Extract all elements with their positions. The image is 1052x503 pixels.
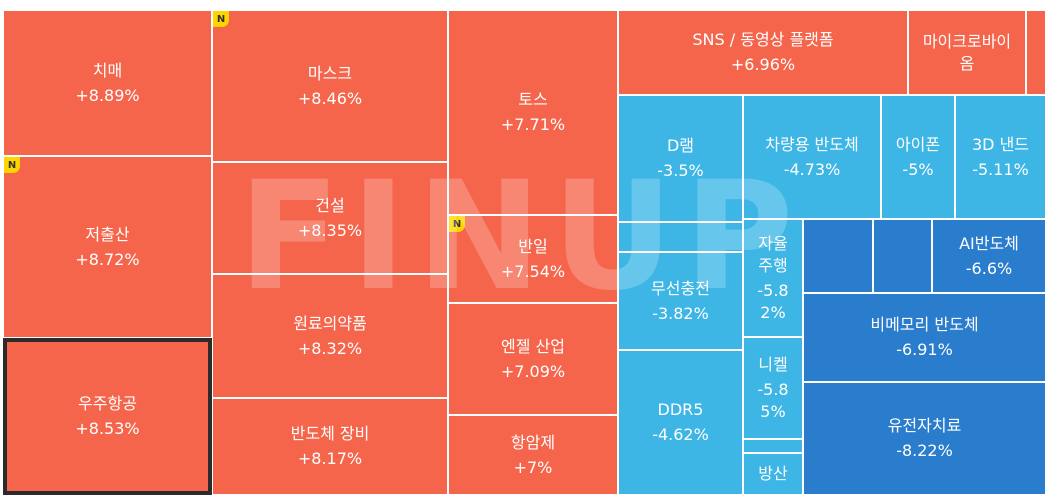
treemap-cell[interactable] [743, 439, 803, 453]
treemap-cell[interactable]: 차량용 반도체 -4.73% [743, 95, 881, 219]
cell-label: 자율 주행 [758, 233, 788, 275]
cell-change-value: +8.89% [75, 85, 140, 105]
treemap-cell[interactable]: N 반일 +7.54% [448, 215, 618, 303]
treemap-cell[interactable]: 니켈 -5.8 5% [743, 337, 803, 439]
cell-change-value: -3.5% [657, 161, 704, 180]
treemap-cell[interactable]: 비메모리 반도체 -6.91% [803, 293, 1046, 382]
cell-change-value: +6.96% [730, 55, 796, 74]
cell-change-value: +7.71% [500, 115, 566, 134]
treemap-cell[interactable] [1026, 10, 1046, 95]
cell-change-value: +7% [513, 457, 553, 477]
treemap-cell[interactable]: 자율 주행 -5.8 2% [743, 219, 803, 337]
cell-label: 우주항공 [78, 394, 137, 413]
cell-change-value: -5.8 2% [757, 280, 789, 322]
treemap-cell[interactable]: 아이폰 -5% [881, 95, 955, 219]
cell-label: 유전자치료 [887, 416, 962, 435]
cell-label: 무선충전 [651, 278, 710, 298]
cell-change-value: -6.6% [965, 258, 1013, 278]
cell-change-value: -8.22% [896, 441, 953, 460]
treemap-cell[interactable]: 건설 +8.35% [212, 162, 448, 274]
cell-change-value: -5% [902, 159, 934, 179]
cell-change-value: +8.17% [297, 449, 363, 468]
cell-label: D램 [666, 136, 695, 155]
cell-label: 치매 [92, 60, 123, 80]
cell-change-value: +8.35% [297, 220, 363, 240]
cell-change-value: -6.91% [896, 340, 953, 359]
treemap-cell[interactable]: 유전자치료 -8.22% [803, 382, 1046, 495]
cell-label: 건설 [315, 195, 345, 215]
treemap-cell[interactable]: N 저출산 +8.72% [3, 156, 212, 338]
new-badge-icon: N [449, 216, 465, 232]
treemap-cell[interactable]: 토스 +7.71% [448, 10, 618, 215]
cell-change-value: -5.11% [972, 159, 1029, 179]
new-badge-icon: N [4, 157, 20, 173]
cell-label: SNS / 동영상 플랫폼 [692, 30, 834, 49]
cell-label: 3D 낸드 [971, 134, 1030, 154]
treemap-cell[interactable] [618, 222, 743, 252]
cell-label: 방산 [758, 464, 788, 483]
treemap-cell[interactable]: 방산 [743, 453, 803, 495]
cell-label: 마스크 [307, 63, 353, 83]
new-badge-icon: N [213, 11, 229, 27]
cell-label: 비메모리 반도체 [870, 315, 979, 334]
cell-label: 엔젤 산업 [501, 336, 565, 356]
cell-label: 마이크로바이 옴 [922, 31, 1012, 73]
cell-label: 원료의약품 [293, 313, 367, 333]
treemap-cell[interactable]: D램 -3.5% [618, 95, 743, 222]
cell-change-value: +8.46% [297, 88, 363, 108]
treemap-cell[interactable]: 항암제 +7% [448, 415, 618, 495]
cell-change-value: +7.09% [500, 361, 566, 381]
treemap-cell[interactable]: AI반도체 -6.6% [932, 219, 1046, 293]
cell-label: 저출산 [85, 224, 130, 244]
cell-change-value: +8.32% [297, 338, 363, 358]
treemap-cell[interactable]: 원료의약품 +8.32% [212, 274, 448, 398]
treemap-cell[interactable]: 3D 낸드 -5.11% [955, 95, 1046, 219]
cell-label: DDR5 [657, 400, 704, 419]
treemap-cell[interactable]: 우주항공 +8.53% [3, 338, 212, 495]
treemap-cell[interactable]: 치매 +8.89% [3, 10, 212, 156]
treemap-cell[interactable] [803, 219, 873, 293]
cell-label: 니켈 [758, 354, 788, 374]
cell-change-value: +7.54% [500, 261, 566, 281]
cell-label: 반일 [518, 236, 548, 256]
treemap-cell[interactable]: 반도체 장비 +8.17% [212, 398, 448, 495]
treemap-cell[interactable]: 엔젤 산업 +7.09% [448, 303, 618, 415]
cell-label: 반도체 장비 [290, 424, 370, 443]
treemap-cell[interactable]: N 마스크 +8.46% [212, 10, 448, 162]
cell-change-value: +8.53% [75, 419, 140, 438]
cell-label: 토스 [518, 90, 548, 109]
treemap-cell[interactable]: 무선충전 -3.82% [618, 252, 743, 350]
treemap-cell[interactable] [873, 219, 932, 293]
cell-label: 차량용 반도체 [765, 134, 859, 154]
cell-change-value: -3.82% [652, 303, 709, 323]
treemap-cell[interactable]: DDR5 -4.62% [618, 350, 743, 495]
cell-label: 항암제 [510, 432, 556, 452]
cell-change-value: -4.62% [652, 425, 709, 444]
cell-change-value: +8.72% [75, 249, 140, 269]
cell-label: 아이폰 [895, 134, 941, 154]
cell-label: AI반도체 [959, 233, 1019, 253]
cell-change-value: -5.8 5% [757, 379, 789, 421]
treemap-cell[interactable]: 마이크로바이 옴 [908, 10, 1026, 95]
treemap-cell[interactable]: SNS / 동영상 플랫폼 +6.96% [618, 10, 908, 95]
cell-change-value: -4.73% [783, 159, 841, 179]
